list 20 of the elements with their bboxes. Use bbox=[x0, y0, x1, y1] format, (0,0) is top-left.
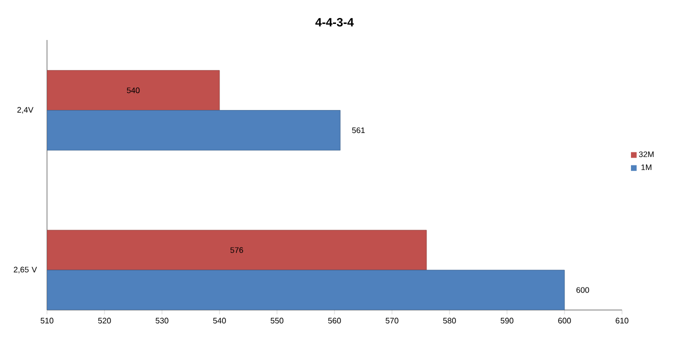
x-tick-label: 550 bbox=[270, 318, 284, 324]
data-label: 561 bbox=[352, 127, 365, 134]
x-tick-label: 580 bbox=[443, 318, 456, 324]
chart-title: 4-4-3-4 bbox=[315, 18, 354, 26]
x-tick-label: 510 bbox=[40, 318, 54, 324]
y-tick-label: 2,4V bbox=[17, 106, 34, 114]
legend-label: 1M bbox=[641, 164, 652, 170]
x-tick-label: 590 bbox=[500, 318, 514, 324]
data-label: 540 bbox=[126, 88, 140, 94]
data-label: 576 bbox=[230, 247, 244, 253]
x-tick-label: 600 bbox=[558, 318, 571, 324]
x-tick-label: 530 bbox=[156, 318, 168, 324]
y-tick-label: 2,65 V bbox=[14, 266, 37, 274]
x-tick-label: 540 bbox=[213, 318, 226, 324]
x-tick-label: 560 bbox=[328, 318, 341, 324]
legend-label: 32M bbox=[638, 151, 654, 158]
x-tick-label: 570 bbox=[386, 318, 398, 324]
x-tick-label: 520 bbox=[98, 318, 111, 324]
x-tick-label: 610 bbox=[616, 318, 628, 324]
data-label: 600 bbox=[576, 287, 590, 293]
